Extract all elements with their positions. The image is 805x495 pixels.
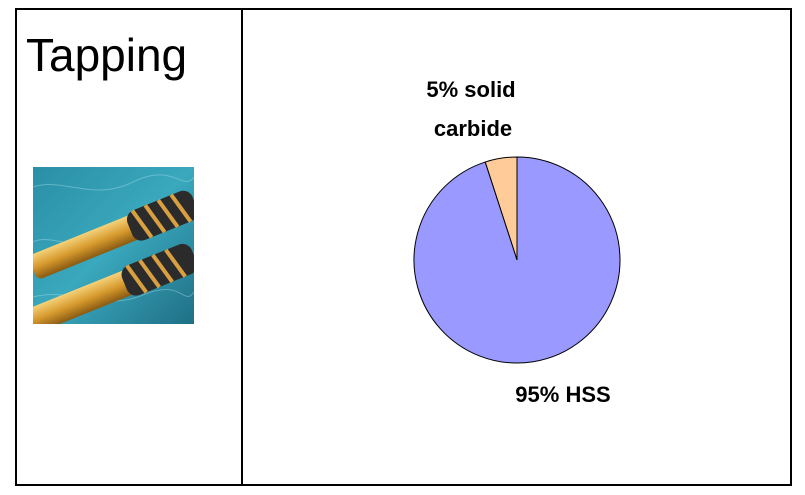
slice-label-carbide-line2: carbide [434, 116, 512, 141]
page-title: Tapping [26, 29, 188, 81]
slice-label-carbide-line1: 5% solid [426, 77, 515, 102]
column-divider [241, 10, 243, 484]
pie-slice-1 [413, 156, 621, 364]
pie-slices [413, 156, 621, 364]
pie-chart: 5% solid carbide 95% HSS [413, 77, 621, 407]
taps-image [33, 167, 194, 324]
slide-frame: Tapping [15, 8, 792, 486]
slice-label-hss: 95% HSS [515, 382, 610, 407]
